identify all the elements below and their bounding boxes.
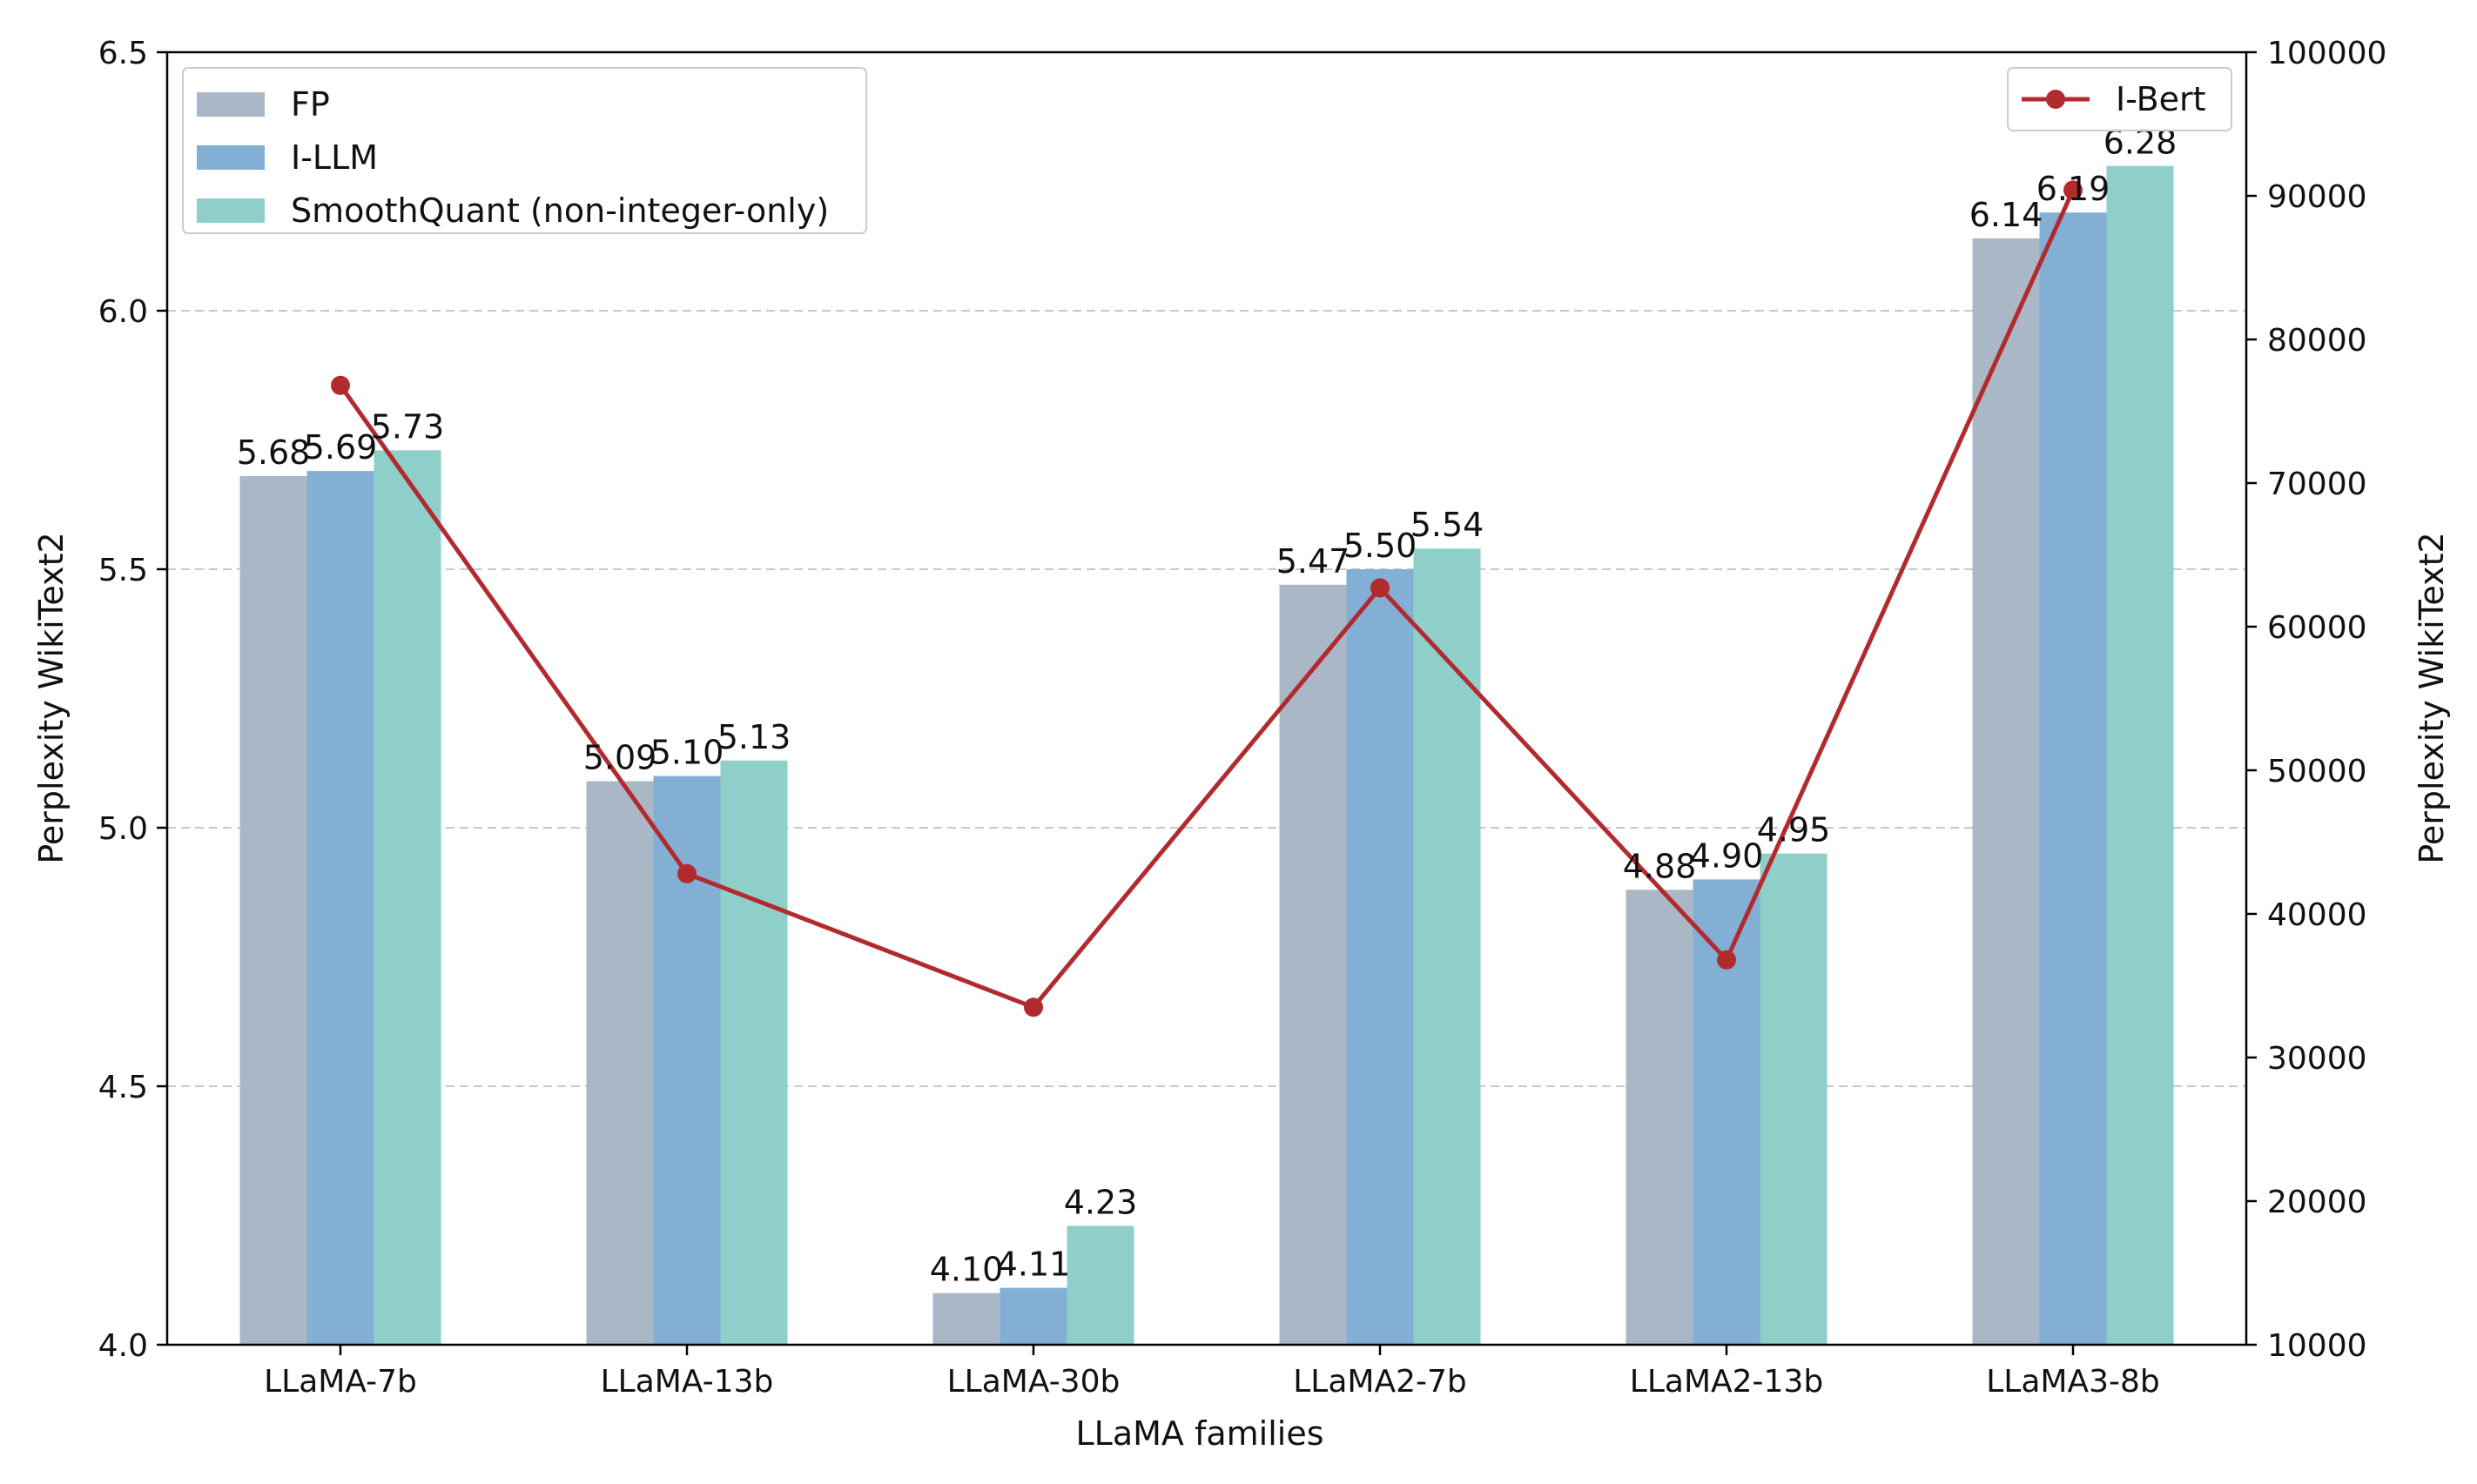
- value-label: 5.10: [650, 734, 724, 772]
- y2-tick-label: 10000: [2267, 1328, 2367, 1364]
- y2-tick-label: 20000: [2267, 1185, 2367, 1220]
- bar-fp: [586, 781, 654, 1345]
- y2-tick-label: 50000: [2267, 754, 2367, 789]
- bar-fp: [1279, 584, 1347, 1345]
- value-label: 6.14: [1969, 196, 2043, 234]
- bar-i-llm: [1693, 879, 1760, 1345]
- line-point: [331, 375, 350, 395]
- axis-ticks: 4.0 4.5 5.0 5.5 6.0 6.5 10000 20000 30000 40000 50…: [98, 36, 2387, 1400]
- line-point: [2063, 180, 2083, 200]
- value-label: 6.19: [2036, 170, 2110, 208]
- y-axis-title: Perplexity WikiText2: [32, 532, 71, 863]
- value-label: 5.68: [237, 433, 311, 472]
- legend-swatch: [197, 198, 265, 223]
- legend-marker: [2046, 90, 2065, 109]
- value-label: 4.23: [1064, 1183, 1138, 1221]
- value-label: 4.10: [930, 1251, 1004, 1289]
- x-tick-label: LLaMA2-7b: [1293, 1364, 1467, 1400]
- legend-bars: FP I-LLM SmoothQuant (non-integer-only): [182, 67, 867, 234]
- bar-i-llm: [306, 471, 374, 1345]
- line-i-bert: [338, 189, 2076, 1011]
- value-label: 4.11: [997, 1246, 1071, 1284]
- bar-smoothquant: [2106, 165, 2174, 1346]
- value-label: 5.73: [371, 407, 445, 446]
- line-point: [1024, 997, 1043, 1017]
- line-series: [331, 180, 2083, 1017]
- y-tick-label: 5.0: [98, 811, 148, 847]
- bar-fp: [239, 476, 307, 1345]
- y2-tick-label: 30000: [2267, 1041, 2367, 1077]
- value-labels: 5.68 5.09 4.10 5.47 4.88 6.14 5.69 5.10 4.11 5.50…: [237, 124, 2177, 1289]
- x-tick-label: LLaMA-13b: [601, 1364, 774, 1400]
- y2-axis-title: Perplexity WikiText2: [2413, 532, 2451, 863]
- bar-i-llm: [1000, 1287, 1067, 1345]
- plot-border: [165, 50, 2248, 1346]
- line-point: [1370, 578, 1390, 598]
- y-tick-label: 6.5: [98, 36, 148, 71]
- bars: [239, 165, 2174, 1346]
- line-point: [677, 863, 697, 883]
- bar-i-llm: [2039, 212, 2107, 1345]
- value-label: 4.95: [1757, 811, 1831, 849]
- y2-tick-label: 40000: [2267, 897, 2367, 933]
- legend-label: SmoothQuant (non-integer-only): [291, 191, 829, 230]
- bar-fp: [1972, 238, 2040, 1346]
- y-tick-label: 4.0: [98, 1328, 148, 1364]
- legend-label: I-Bert: [2116, 80, 2206, 118]
- value-label: 5.09: [583, 739, 657, 777]
- legend-line: I-Bert: [2007, 67, 2232, 131]
- y2-tick-label: 70000: [2267, 467, 2367, 502]
- bar-smoothquant: [720, 760, 788, 1345]
- bar-i-llm: [1346, 569, 1414, 1345]
- value-label: 4.90: [1690, 836, 1764, 875]
- value-label: 4.88: [1623, 847, 1697, 885]
- bar-smoothquant: [1413, 548, 1481, 1345]
- legend-swatch: [197, 92, 265, 117]
- y-tick-label: 6.0: [98, 294, 148, 330]
- bar-fp: [1626, 890, 1693, 1345]
- plot-frame: [165, 50, 2248, 1346]
- y2-tick-label: 80000: [2267, 323, 2367, 359]
- grid-lines: [167, 310, 2246, 1087]
- x-tick-label: LLaMA-7b: [264, 1364, 417, 1400]
- bar-smoothquant: [1760, 853, 1827, 1345]
- value-label: 5.54: [1410, 506, 1484, 544]
- y2-tick-label: 60000: [2267, 610, 2367, 646]
- x-tick-label: LLaMA-30b: [947, 1364, 1121, 1400]
- legend-box: [182, 67, 867, 234]
- y2-tick-label: 90000: [2267, 179, 2367, 215]
- x-tick-label: LLaMA2-13b: [1630, 1364, 1823, 1400]
- bar-smoothquant: [1067, 1225, 1134, 1345]
- legend-swatch: [197, 145, 265, 170]
- y-tick-label: 4.5: [98, 1070, 148, 1105]
- x-axis-title: LLaMA families: [1075, 1414, 1323, 1453]
- legend-box: [2007, 67, 2232, 131]
- line-point: [1717, 950, 1736, 970]
- value-label: 5.50: [1343, 527, 1417, 565]
- value-label: 5.69: [304, 428, 378, 467]
- y2-tick-label: 100000: [2267, 36, 2386, 71]
- bar-i-llm: [653, 776, 721, 1345]
- y-tick-label: 5.5: [98, 553, 148, 588]
- value-label: 5.47: [1276, 542, 1350, 581]
- legend-label: FP: [291, 85, 330, 124]
- bar-fp: [932, 1293, 1000, 1345]
- x-tick-label: LLaMA3-8b: [1986, 1364, 2160, 1400]
- value-label: 5.13: [717, 718, 791, 756]
- legend-label: I-LLM: [291, 138, 378, 177]
- bar-smoothquant: [374, 450, 441, 1345]
